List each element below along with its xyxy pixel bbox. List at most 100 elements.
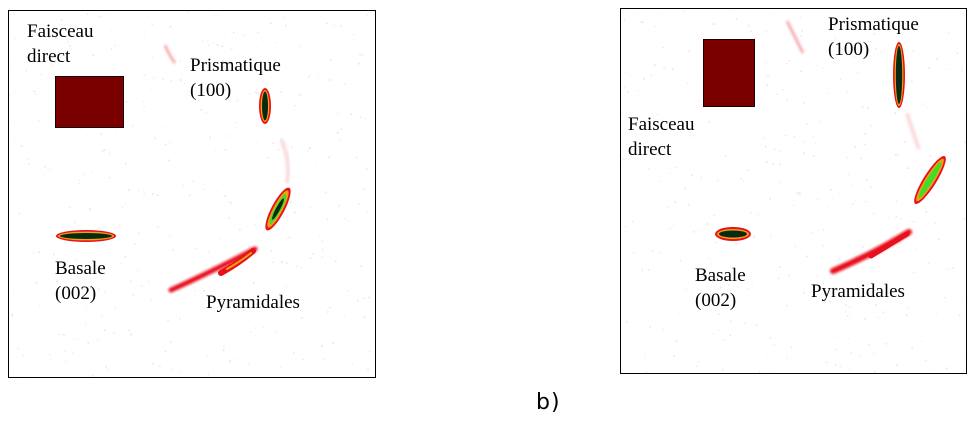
speckle-dot (365, 117, 367, 120)
speckle-dot (623, 87, 626, 89)
speckle-dot (641, 20, 644, 24)
speckle-dot (753, 236, 756, 239)
speckle-dot (962, 318, 964, 320)
speckle-dot (817, 229, 819, 232)
speckle-dot (833, 25, 836, 27)
speckle-dot (341, 312, 343, 314)
speckle-dot (844, 311, 847, 313)
speckle-dot (49, 169, 51, 171)
diffraction-pattern-right (621, 9, 966, 373)
speckle-dot (814, 245, 816, 247)
speckle-dot (834, 37, 836, 39)
speckle-dot (875, 47, 878, 50)
speckle-dot (216, 43, 219, 46)
speckle-dot (737, 287, 740, 289)
speckle-dot (116, 222, 118, 224)
speckle-dot (673, 354, 676, 357)
speckle-dot (767, 294, 769, 296)
speckle-dot (641, 268, 644, 271)
speckle-dot (130, 333, 133, 336)
speckle-dot (644, 334, 646, 335)
speckle-dot (839, 78, 842, 80)
speckle-dot (11, 313, 14, 316)
speckle-dot (212, 233, 214, 235)
speckle-dot (326, 22, 329, 25)
speckle-dot (817, 198, 819, 200)
speckle-dot (266, 246, 268, 249)
speckle-dot (207, 251, 210, 253)
speckle-dot (777, 277, 780, 280)
speckle-dot (136, 269, 139, 272)
diffraction-panel-right: Faisceau direct Prismatique (100) Basale… (620, 8, 967, 374)
speckle-dot (262, 72, 264, 73)
speckle-dot (881, 292, 883, 294)
speckle-dot (851, 184, 853, 187)
speckle-dot (671, 68, 674, 71)
speckle-dot (156, 194, 159, 197)
speckle-dot (833, 335, 835, 337)
speckle-dot (80, 128, 82, 130)
speckle-dot (669, 228, 671, 230)
speckle-dot (215, 14, 217, 17)
speckle-dot (153, 131, 155, 133)
speckle-dot (88, 207, 91, 211)
speckle-dot (948, 269, 950, 271)
speckle-dot (769, 235, 772, 238)
speckle-dot (712, 333, 715, 336)
speckle-dot (716, 180, 719, 182)
speckle-dot (653, 127, 655, 130)
speckle-dot (55, 280, 58, 283)
speckle-dot (773, 148, 776, 151)
speckle-dot (633, 13, 635, 15)
speckle-dot (921, 300, 923, 302)
speckle-dot (227, 87, 229, 88)
speckle-dot (823, 277, 825, 279)
speckle-dot (192, 180, 195, 183)
speckle-dot (54, 37, 57, 40)
speckle-dot (929, 35, 931, 37)
speckle-dot (678, 313, 680, 315)
speckle-dot (717, 329, 720, 332)
label-line: Prismatique (190, 55, 281, 76)
speckle-dot (640, 21, 643, 24)
speckle-dot (962, 371, 965, 373)
speckle-dot (910, 183, 913, 185)
speckle-dot (333, 24, 336, 27)
speckle-dot (838, 194, 840, 196)
speckle-dot (928, 118, 930, 120)
speckle-dot (303, 185, 305, 187)
speckle-dot (625, 72, 627, 74)
speckle-dot (309, 257, 312, 260)
speckle-dot (827, 92, 830, 95)
noise-speckle (621, 9, 966, 373)
speckle-dot (124, 255, 127, 258)
speckle-dot (848, 173, 850, 176)
speckle-dot (784, 134, 787, 137)
speckle-dot (873, 370, 876, 373)
speckle-dot (294, 104, 296, 107)
speckle-dot (359, 53, 362, 56)
speckle-dot (913, 27, 915, 29)
speckle-dot (127, 189, 130, 192)
speckle-dot (11, 65, 13, 67)
speckle-dot (188, 194, 191, 197)
speckle-dot (234, 67, 237, 70)
speckle-dot (945, 367, 948, 370)
spot-pyramidal-upper (914, 156, 946, 204)
speckle-dot (202, 188, 205, 191)
speckle-dot (766, 83, 769, 86)
label-line: (100) (190, 80, 232, 101)
speckle-dot (114, 44, 116, 47)
speckle-dot (313, 256, 315, 258)
speckle-dot (911, 271, 913, 274)
speckle-dot (924, 208, 927, 210)
speckle-dot (336, 131, 339, 134)
label-line: Basale (55, 258, 106, 279)
speckle-dot (47, 211, 49, 213)
speckle-dot (298, 45, 301, 47)
speckle-dot (223, 345, 225, 348)
speckle-dot (115, 134, 117, 136)
speckle-dot (629, 74, 632, 76)
speckle-dot (847, 306, 850, 308)
speckle-dot (110, 29, 112, 31)
